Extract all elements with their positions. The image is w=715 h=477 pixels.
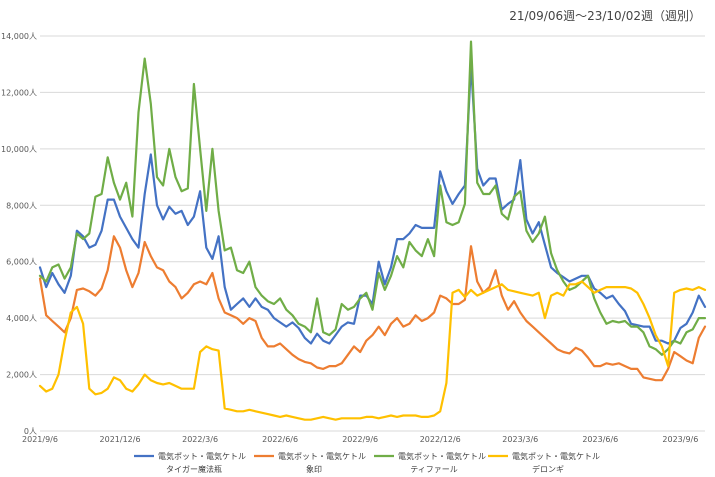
legend-label-line2: ティファール: [410, 465, 458, 474]
x-tick-label: 2021/9/6: [22, 435, 58, 444]
y-tick-label: 14,000人: [1, 32, 37, 41]
series-line-4: [38, 280, 707, 421]
legend-label-line2: デロンギ: [532, 464, 564, 474]
legend-label-line1: 電気ポット・電気ケトル: [278, 451, 366, 461]
x-tick-label: 2023/9/6: [662, 435, 698, 444]
series-line-2: [38, 235, 707, 382]
y-tick-label: 10,000人: [1, 145, 37, 154]
y-tick-label: 4,000人: [6, 314, 37, 323]
legend-label-line1: 電気ポット・電気ケトル: [512, 451, 600, 461]
x-tick-label: 2022/6/6: [262, 435, 298, 444]
legend-label-line2: 象印: [306, 464, 322, 474]
x-tick-label: 2021/12/6: [100, 435, 141, 444]
y-tick-label: 12,000人: [1, 88, 37, 97]
y-tick-label: 8,000人: [6, 201, 37, 210]
series-lines: [38, 40, 707, 421]
x-tick-label: 2022/12/6: [420, 435, 461, 444]
legend-label-line1: 電気ポット・電気ケトル: [398, 451, 486, 461]
chart-subtitle: 21/09/06週～23/10/02週（週別）: [509, 9, 701, 23]
y-axis-ticks: 0人 2,000人 4,000人 6,000人 8,000人 10,000人 12,000人…: [1, 32, 37, 436]
gridlines: [40, 35, 705, 432]
x-tick-label: 2022/3/6: [182, 435, 218, 444]
x-axis-ticks: 2021/9/6 2021/12/6 2022/3/6 2022/6/6 2022/9/…: [22, 435, 698, 444]
y-tick-label: 0人: [24, 427, 37, 436]
legend-label-line2: タイガー魔法瓶: [166, 464, 222, 474]
legend-label-line1: 電気ポット・電気ケトル: [158, 451, 246, 461]
y-tick-label: 6,000人: [6, 258, 37, 267]
x-tick-label: 2022/9/6: [342, 435, 378, 444]
x-tick-label: 2023/3/6: [502, 435, 538, 444]
y-tick-label: 2,000人: [6, 371, 37, 380]
series-line-3: [38, 40, 707, 356]
x-tick-label: 2023/6/6: [582, 435, 618, 444]
